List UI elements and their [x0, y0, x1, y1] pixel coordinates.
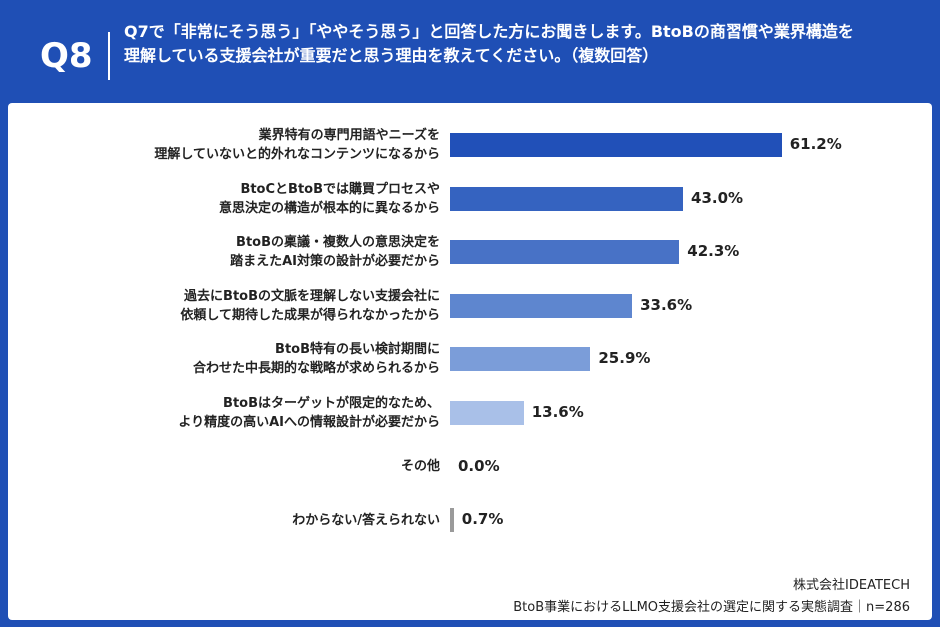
bar: [450, 347, 591, 372]
bar: [450, 240, 680, 265]
separator: [108, 32, 110, 80]
bar: [450, 401, 524, 425]
value-label: 61.2%: [789, 135, 842, 153]
value-label: 43.0%: [691, 188, 744, 207]
value-label: 0.0%: [458, 456, 500, 475]
question-text: Q7で「非常にそう思う」「ややそう思う」と回答した方にお聞きします。BtoBの商…: [124, 22, 854, 65]
category-label: わからない/答えられない: [292, 512, 440, 528]
category-label: BtoBの稟議・複数人の意思決定を 踏まえたAI対策の設計が必要だから: [230, 235, 440, 270]
source: BtoB事業におけるLLMO支援会社の選定に関する実態調査｜n=286: [513, 600, 910, 615]
category-label: その他: [400, 459, 440, 475]
category-label: 過去にBtoBの文脈を理解しない支援会社に 依頼して期待した成果が得られなかった…: [180, 288, 440, 323]
category-label: 業界特有の専門用語やニーズを 理解していないと的外れなコンテンツになるから: [154, 128, 440, 162]
value-label: 0.7%: [461, 510, 504, 529]
bar: [450, 133, 782, 157]
category-label: BtoCとBtoBでは購買プロセスや 意思決定の構造が根本的に異なるから: [218, 181, 440, 216]
question-badge: Q8: [40, 36, 93, 76]
value-label: 33.6%: [640, 295, 693, 314]
category-label: BtoBはターゲットが限定的なため、 より精度の高いAIへの情報設計が必要だから: [178, 396, 440, 430]
bar: [450, 293, 633, 318]
category-label: BtoB特有の長い検討期間に 合わせた中長期的な戦略が求められるから: [192, 342, 440, 377]
value-label: 42.3%: [687, 242, 740, 261]
value-label: 13.6%: [531, 403, 584, 421]
value-label: 25.9%: [598, 349, 651, 368]
bar: [450, 186, 684, 211]
bar: [450, 508, 454, 533]
company: 株式会社IDEATECH: [793, 578, 910, 593]
